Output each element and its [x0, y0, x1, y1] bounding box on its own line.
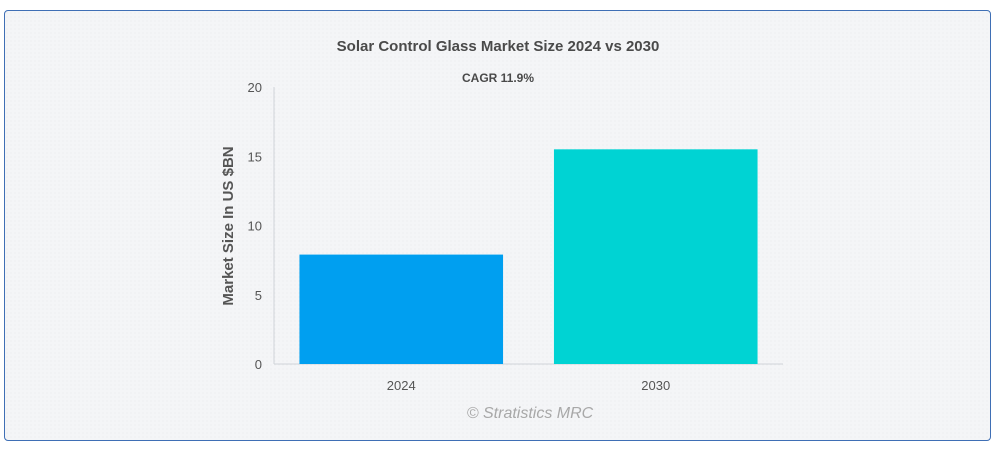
bar-2030: [553, 149, 758, 364]
bar-2024: [299, 254, 504, 364]
y-tick-label: 15: [248, 149, 262, 164]
chart-title: Solar Control Glass Market Size 2024 vs …: [337, 38, 660, 55]
bars: [299, 149, 758, 364]
chart-subtitle: CAGR 11.9%: [462, 71, 534, 85]
x-axis-ticks: 2024 2030: [387, 378, 670, 393]
credit-text: © Stratistics MRC: [467, 405, 594, 422]
y-tick-label: 0: [255, 357, 262, 372]
y-tick-label: 5: [255, 288, 262, 303]
y-axis-ticks: 0 5 10 15 20: [248, 80, 262, 372]
y-tick-label: 20: [248, 80, 262, 95]
x-tick-label: 2024: [387, 378, 416, 393]
x-tick-label: 2030: [641, 378, 670, 393]
chart-panel: [4, 10, 991, 441]
y-tick-label: 10: [248, 219, 262, 234]
y-axis-label: Market Size In US $BN: [220, 146, 237, 305]
